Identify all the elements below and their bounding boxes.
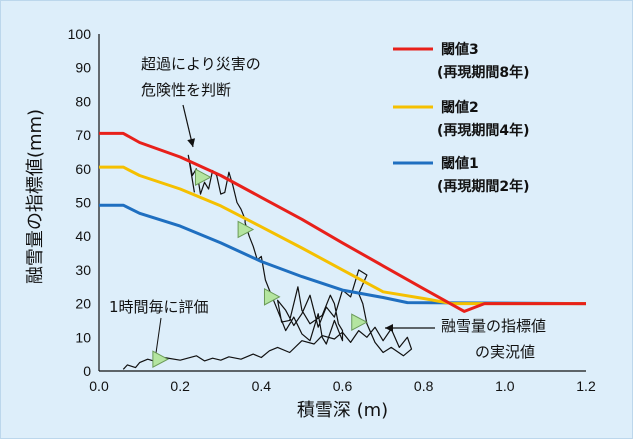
annotation-observed-text: 融雪量の指標値 — [441, 317, 546, 335]
y-tick-label: 40 — [75, 228, 91, 244]
x-tick-label: 0.2 — [170, 378, 190, 394]
legend-sublabel: (再現期間8年) — [437, 64, 530, 81]
hourly-marker — [237, 220, 255, 239]
x-tick-label: 1.2 — [576, 378, 596, 394]
observed-line — [122, 154, 413, 370]
x-tick-label: 0.8 — [414, 378, 434, 394]
x-tick-label: 0.4 — [252, 378, 272, 394]
y-tick-label: 60 — [75, 161, 91, 177]
y-tick-label: 10 — [75, 329, 91, 345]
annotation-hourly-text: 1時間毎に評価 — [109, 298, 209, 316]
y-tick-label: 0 — [83, 363, 91, 379]
annotation-threshold-text: 超過により災害の — [141, 55, 261, 73]
legend: 閾値3 (再現期間8年) 閾値2 (再現期間4年) 閾値1 (再現期間2年) — [393, 41, 530, 195]
annotation-threshold-text: 危険性を判断 — [141, 81, 231, 99]
y-tick-label: 30 — [75, 262, 91, 278]
marker-layer — [152, 168, 368, 369]
y-tick-label: 50 — [75, 195, 91, 211]
threshold-line-1 — [99, 203, 587, 306]
y-axis-title: 融雪量の指標値(mm) — [25, 109, 46, 284]
hourly-marker — [152, 350, 169, 369]
hourly-marker — [194, 168, 212, 187]
x-tick-label: 1.0 — [495, 378, 515, 394]
x-axis-title: 積雪深 (m) — [297, 400, 388, 421]
y-tick-label: 100 — [68, 26, 92, 42]
arrow-observed-head — [385, 324, 393, 332]
y-tick-labels: 0 10 20 30 40 50 60 70 80 90 100 — [68, 26, 92, 379]
x-tick-label: 0.6 — [333, 378, 353, 394]
x-tick-labels: 0.0 0.2 0.4 0.6 0.8 1.0 1.2 — [89, 378, 596, 394]
legend-label: 閾値3 — [441, 41, 479, 58]
annotation-observed-text: の実況値 — [475, 343, 535, 361]
axes — [98, 34, 586, 372]
hourly-marker — [263, 288, 281, 306]
y-tick-label: 80 — [75, 93, 91, 109]
series-layer — [99, 131, 587, 370]
legend-sublabel: (再現期間4年) — [437, 122, 530, 139]
arrow-threshold-head — [187, 138, 196, 147]
hourly-marker — [351, 313, 368, 331]
x-tick-label: 0.0 — [89, 378, 109, 394]
y-tick-label: 90 — [75, 60, 91, 76]
y-tick-label: 70 — [75, 127, 91, 143]
y-tick-label: 20 — [75, 296, 91, 312]
pointer-hourly — [155, 317, 162, 354]
threshold-line-3 — [99, 131, 586, 313]
legend-sublabel: (再現期間2年) — [437, 178, 530, 195]
legend-label: 閾値2 — [441, 99, 479, 116]
threshold-line-2 — [99, 165, 586, 306]
legend-label: 閾値1 — [441, 155, 479, 172]
